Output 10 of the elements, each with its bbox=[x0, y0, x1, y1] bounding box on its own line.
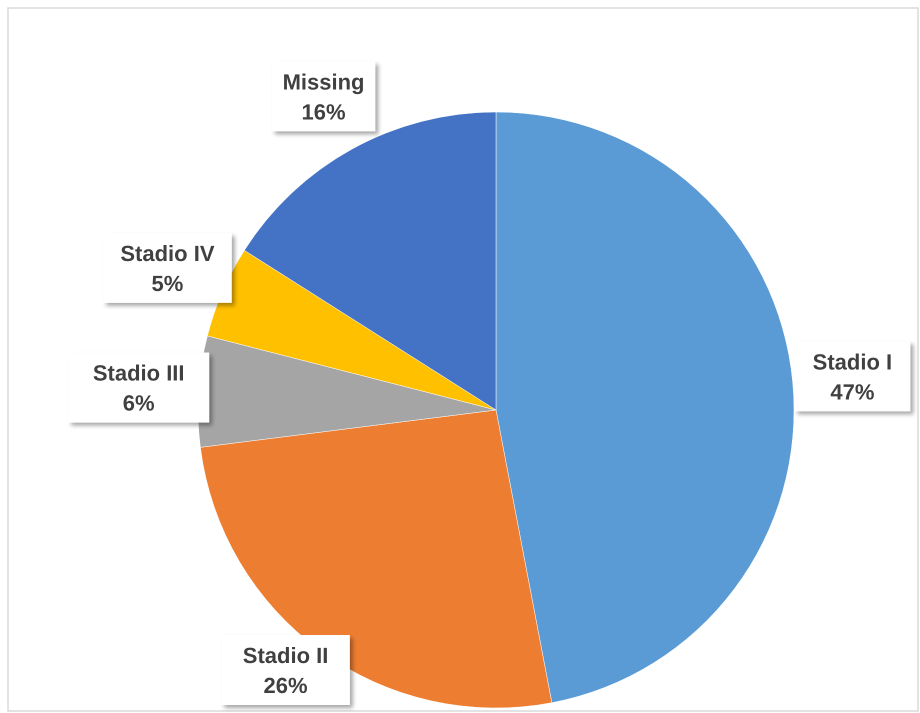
slice-label: Stadio IV bbox=[120, 240, 215, 266]
slice-label: Stadio III bbox=[92, 360, 185, 386]
slice-label: Stadio II bbox=[242, 643, 328, 668]
data-label: 5% bbox=[152, 270, 184, 296]
data-label: 26% bbox=[264, 673, 308, 698]
data-label: 47% bbox=[830, 379, 874, 404]
slice-label: Stadio I bbox=[812, 349, 892, 374]
slice-label: Missing bbox=[282, 69, 364, 94]
data-label: 16% bbox=[302, 99, 346, 124]
data-label: 6% bbox=[122, 390, 155, 416]
